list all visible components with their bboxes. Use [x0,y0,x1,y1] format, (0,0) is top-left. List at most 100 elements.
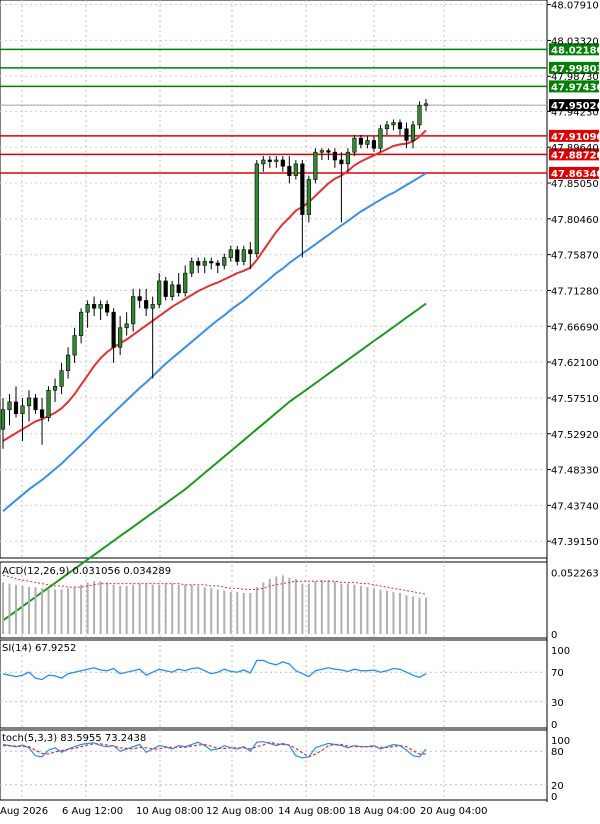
candle-body [417,105,422,126]
candle [52,378,58,402]
level-label-box-3 [549,129,599,142]
candle [202,257,207,274]
macd-title: ACD(12,26,9) 0.031056 0.034289 [2,566,171,577]
candle-body [404,128,409,141]
candle [261,156,266,172]
x-tick-label: 6 Aug 12:00 [62,806,123,817]
candle-body [46,389,51,418]
candle-body [118,327,123,348]
level-label-box-2 [549,80,599,93]
rsi-title: SI(14) 67.9252 [2,643,76,654]
candle-body [254,163,259,254]
candle-body [345,151,350,165]
rsi-tick-label: 30 [551,698,564,709]
candle [345,148,350,172]
rsi-tick-label: 70 [551,668,564,679]
x-tick-label: 18 Aug 04:00 [348,806,415,817]
candle-body [72,335,77,356]
candle-body [326,150,331,153]
y-tick-label: 47.71280 [551,286,599,297]
candle-body [339,159,344,165]
candle-body [20,405,25,414]
candle [20,398,25,441]
candle [39,398,45,445]
level-label-box-5 [549,166,599,179]
panel-frame-rsi [0,639,548,729]
candle-body [183,272,188,293]
stoch-tick-label: 80 [551,747,564,758]
candle-body [235,249,240,262]
candle-body [202,261,207,266]
candle-body [371,140,377,149]
candle [300,159,305,258]
candle [98,300,103,320]
candle-body [319,150,324,153]
x-tick-label: Aug 2026 [0,806,48,817]
current-price-box [549,99,599,112]
macd-panel [2,574,427,634]
candle [124,312,129,336]
candle-body [0,409,6,430]
level-label-3: 47.91090 [551,132,600,143]
level-label-box-1 [549,61,599,74]
candle-body [410,124,416,141]
candle-body [59,370,64,387]
candle [287,156,292,184]
candle-body [365,140,370,145]
level-label-1: 47.99803 [551,64,600,75]
candle [326,148,331,160]
candle-body [423,103,429,106]
stoch-tick-label: 20 [551,781,564,792]
candle-body [280,159,285,167]
candle-body [196,261,201,266]
candle-body [176,284,181,293]
candle-body [157,280,162,305]
candle [131,288,136,332]
y-tick-label: 47.39150 [551,537,599,548]
candle-body [384,124,390,130]
candle [13,386,19,418]
candle-body [267,159,272,162]
candle-body [287,165,292,176]
candle-body [391,122,396,126]
candle [105,300,110,317]
candle [228,245,233,262]
y-tick-label: 47.52920 [551,430,599,441]
candle-body [222,257,227,266]
candle-body [170,284,175,297]
candles [0,99,429,449]
y-tick-label: 47.48330 [551,466,599,477]
candle-body [261,159,266,165]
candle [26,390,32,422]
candle [7,394,12,426]
level-label-5: 47.86340 [551,169,600,180]
candle-body [92,304,97,309]
candle [410,120,416,149]
candle-body [150,304,155,309]
candle-body [313,151,318,180]
candle [111,308,116,363]
candle [365,136,370,149]
candle [332,148,337,168]
candle-body [105,304,110,313]
candle-body [332,151,337,161]
candle-body [33,397,38,411]
candle-body [7,401,12,411]
level-label-box-0 [549,43,599,56]
candle-body [228,249,233,258]
candle [144,288,149,317]
candle [79,308,84,344]
moving-averages [2,129,427,622]
candle [319,148,324,160]
candle-body [124,323,129,329]
x-tick-label: 12 Aug 08:00 [206,806,273,817]
panel-frame-main [0,0,548,559]
level-label-2: 47.97430 [551,82,600,93]
y-tick-label: 47.80460 [551,215,599,226]
candle-body [111,311,116,348]
candle-body [306,179,311,215]
levels-layer: 48.02180 47.99803 47.97430 47.91090 47.88720… [0,43,600,180]
y-tick-label: 47.75870 [551,251,599,262]
y-tick-label: 47.66690 [551,322,599,333]
